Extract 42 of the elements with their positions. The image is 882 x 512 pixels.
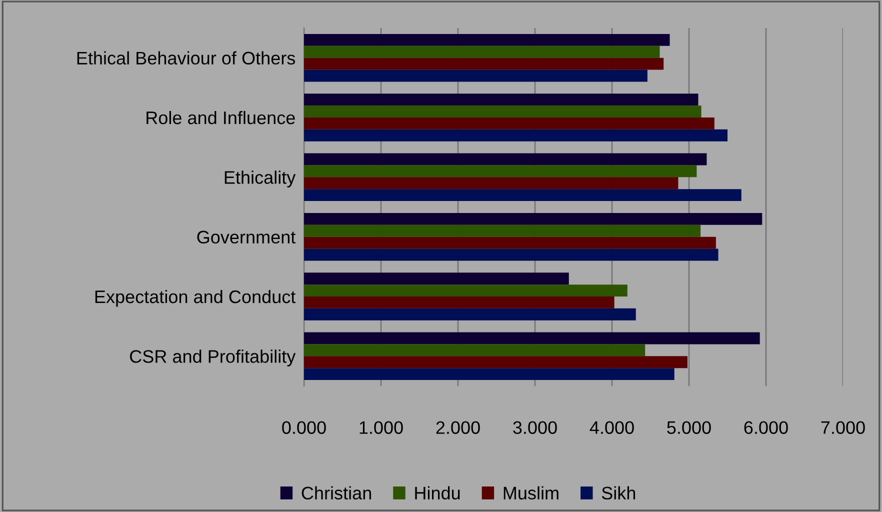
x-tick-label: 2.000	[436, 421, 480, 434]
bar	[304, 296, 614, 308]
y-tick-label: Government	[197, 230, 296, 244]
bar	[304, 284, 628, 296]
bar	[304, 165, 697, 178]
bar	[304, 153, 707, 166]
bar	[304, 356, 688, 368]
y-tick-label: Ethical Behaviour of Others	[77, 51, 296, 65]
bar	[304, 224, 701, 237]
x-tick-label: 5.000	[667, 421, 711, 434]
bar	[304, 332, 760, 344]
x-tick-label: 3.000	[513, 421, 557, 434]
y-tick-label: Role and Influence	[146, 110, 295, 124]
y-tick-label: Ethicality	[224, 170, 296, 188]
legend-label: Muslim	[504, 486, 558, 500]
x-tick-label: 4.000	[590, 421, 634, 434]
y-tick-label: CSR and Profitability	[130, 350, 296, 366]
x-tick-label: 0.000	[282, 421, 326, 434]
bar	[304, 344, 646, 356]
bar	[304, 70, 648, 82]
bar	[304, 118, 714, 130]
bar	[304, 177, 678, 190]
x-tick-label: 1.000	[360, 421, 403, 434]
bar	[304, 94, 698, 106]
legend-label: Christian	[302, 486, 371, 500]
x-tick-label: 7.000	[821, 421, 865, 434]
legend-label: Sikh	[602, 486, 636, 500]
bar	[304, 106, 702, 118]
x-tick-label: 6.000	[744, 421, 788, 434]
bar	[304, 272, 569, 285]
bar	[304, 129, 728, 142]
bar	[304, 368, 674, 380]
bar	[304, 189, 742, 202]
bar	[304, 308, 636, 320]
bar	[304, 212, 762, 225]
bar	[304, 58, 664, 70]
bar	[304, 34, 670, 46]
bar	[304, 46, 660, 58]
y-tick-label: Expectation and Conduct	[95, 290, 296, 307]
bar	[304, 248, 718, 261]
bar	[304, 236, 716, 249]
legend-label: Hindu	[415, 486, 460, 500]
